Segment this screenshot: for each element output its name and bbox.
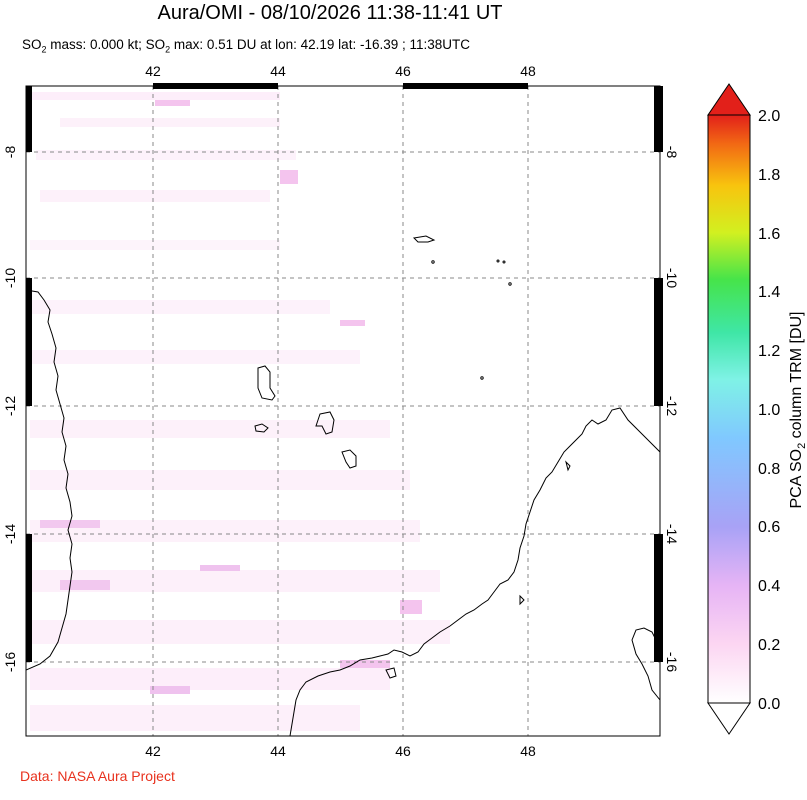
lat-tick-left-14: -14: [2, 524, 18, 544]
lat-tick-right-8: -8: [664, 146, 680, 159]
lat-ticks-right: -8 -10 -12 -14 -16: [664, 146, 680, 673]
frame-bars: [26, 83, 663, 662]
cb-tick-1.4: 1.4: [758, 284, 780, 301]
cb-tick-0.6: 0.6: [758, 519, 780, 536]
lat-tick-left-12: -12: [2, 396, 18, 416]
coastlines: [26, 235, 660, 736]
cb-tick-0.2: 0.2: [758, 637, 780, 654]
lon-tick-top-44: 44: [270, 63, 286, 79]
lon-tick-top-42: 42: [145, 63, 161, 79]
lon-tick-bottom-44: 44: [270, 743, 286, 759]
cb-tick-1.0: 1.0: [758, 402, 780, 419]
colorbar: 0.0 0.2 0.4 0.6 0.8 1.0 1.2 1.4 1.6 1.8 …: [707, 83, 807, 735]
cb-tick-0.8: 0.8: [758, 461, 780, 478]
so2-max-subscript: 2: [165, 44, 171, 55]
data-credit: Data: NASA Aura Project: [20, 768, 175, 784]
cb-tick-0.4: 0.4: [758, 578, 780, 595]
lat-tick-left-8: -8: [2, 146, 18, 159]
lat-tick-right-12: -12: [664, 396, 680, 416]
cb-tick-1.2: 1.2: [758, 343, 780, 360]
lon-ticks-top: 42 44 46 48: [145, 63, 536, 79]
colorbar-min-arrow: [707, 702, 751, 735]
lat-tick-left-16: -16: [2, 652, 18, 672]
so2-mass-text: mass: 0.000 kt; SO: [46, 37, 166, 52]
colorbar-ticks: 0.0 0.2 0.4 0.6 0.8 1.0 1.2 1.4 1.6 1.8 …: [758, 108, 780, 713]
lat-tick-right-16: -16: [664, 652, 680, 672]
lat-tick-right-14: -14: [664, 524, 680, 544]
lon-ticks-bottom: 42 44 46 48: [145, 743, 536, 759]
so2-pixels: [30, 92, 450, 731]
lat-ticks-left: -8 -10 -12 -14 -16: [2, 146, 18, 673]
map-frame: [25, 85, 661, 737]
so2-max-text: max: 0.51 DU at lon: 42.19 lat: -16.39 ;…: [170, 37, 471, 52]
colorbar-max-arrow: [707, 83, 751, 116]
cb-tick-2.0: 2.0: [758, 108, 780, 125]
lon-tick-top-46: 46: [395, 63, 411, 79]
so2-label: SO: [22, 37, 42, 52]
lon-tick-bottom-46: 46: [395, 743, 411, 759]
cb-tick-1.6: 1.6: [758, 226, 780, 243]
graticule: [26, 86, 660, 736]
colorbar-label: PCA SO2 column TRM [DU]: [788, 312, 807, 509]
lon-tick-top-48: 48: [520, 63, 536, 79]
colorbar-gradient: [707, 114, 751, 704]
map-title: Aura/OMI - 08/10/2026 11:38-11:41 UT: [157, 2, 503, 24]
map-area: [26, 86, 660, 736]
so2-subscript: 2: [41, 44, 47, 55]
cb-tick-1.8: 1.8: [758, 167, 780, 184]
lon-tick-bottom-42: 42: [145, 743, 161, 759]
lat-tick-left-10: -10: [2, 268, 18, 288]
cb-tick-0.0: 0.0: [758, 696, 780, 713]
so2-summary: SO2 mass: 0.000 kt; SO2 max: 0.51 DU at …: [22, 37, 470, 55]
lat-tick-right-10: -10: [664, 268, 680, 288]
lon-tick-bottom-48: 48: [520, 743, 536, 759]
